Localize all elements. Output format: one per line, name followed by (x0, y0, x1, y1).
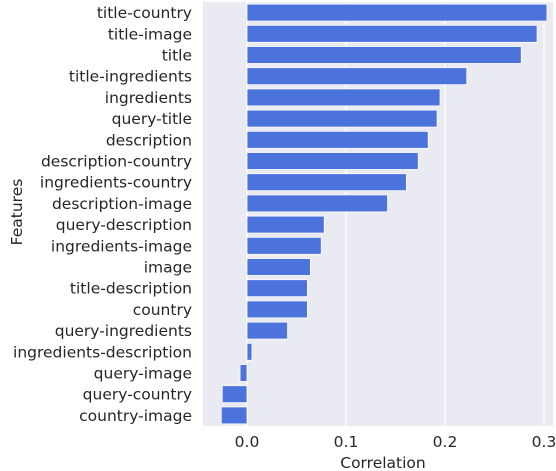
y-tick-label: title-description (70, 280, 192, 298)
bars (220, 3, 548, 425)
x-tick-label: 0.3 (532, 433, 556, 451)
y-tick-label: ingredients-country (40, 174, 192, 192)
bar-country (246, 300, 308, 319)
bar-title-description (246, 279, 308, 298)
y-tick-label: title-country (97, 4, 192, 22)
x-tick-label: 0.2 (433, 433, 458, 451)
y-tick-label: title-ingredients (69, 68, 192, 86)
bar-description (246, 130, 429, 149)
y-tick-label: ingredients (105, 89, 192, 107)
y-tick-label: query-image (94, 365, 192, 383)
bar-title (246, 46, 522, 64)
bar-ingredients-country (246, 173, 407, 192)
bar-description-image (246, 194, 388, 213)
y-tick-label: title (162, 47, 192, 65)
bar-title-country (246, 3, 548, 22)
x-tick-labels: 0.0 0.1 0.2 0.3 (235, 433, 556, 451)
bar-query-ingredients (246, 321, 288, 340)
y-tick-label: query-ingredients (55, 322, 192, 340)
y-tick-labels: title-country title-image title title-ingre… (13, 4, 192, 425)
y-axis-label: Features (8, 179, 26, 246)
x-axis-label: Correlation (340, 454, 425, 471)
bar-description-country (246, 152, 419, 170)
y-tick-label: ingredients-image (51, 237, 192, 255)
x-tick-label: 0.1 (334, 433, 359, 451)
bar-query-description (246, 215, 325, 234)
y-tick-label: image (144, 259, 192, 277)
y-tick-label: country-image (79, 407, 192, 425)
x-tick-label: 0.0 (235, 433, 260, 451)
bar-ingredients-image (246, 236, 322, 255)
bar-title-image (246, 24, 538, 43)
y-tick-label: query-title (112, 110, 192, 128)
bar-ingredients-description (246, 342, 253, 361)
y-tick-label: description-image (52, 195, 192, 213)
y-tick-label: ingredients-description (13, 343, 192, 361)
bar-country-image (220, 406, 248, 425)
y-tick-label: description-country (41, 153, 192, 171)
bar-query-title (246, 109, 438, 128)
bar-ingredients (246, 88, 441, 107)
y-tick-label: query-description (56, 216, 192, 234)
bar-query-image (239, 364, 248, 382)
y-tick-label: query-country (83, 386, 192, 404)
bar-title-ingredients (246, 67, 468, 86)
bar-query-country (221, 385, 248, 404)
y-tick-label: country (133, 301, 192, 319)
bar-image (246, 258, 311, 276)
y-tick-label: title-image (108, 25, 192, 43)
y-tick-label: description (106, 131, 192, 149)
plot-background (203, 2, 553, 426)
